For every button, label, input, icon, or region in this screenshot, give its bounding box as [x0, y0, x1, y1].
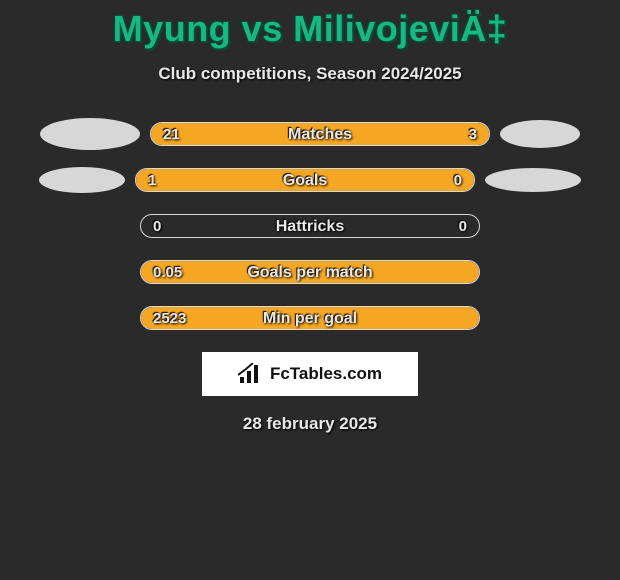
stat-label: Hattricks: [141, 215, 479, 238]
player-right-marker: [500, 120, 580, 148]
stat-row: 21Matches3: [0, 122, 620, 146]
stat-row: 0.05Goals per match: [0, 260, 620, 284]
stat-bar: 2523Min per goal: [140, 306, 480, 330]
stat-row: 0Hattricks0: [0, 214, 620, 238]
stat-label: Goals per match: [141, 261, 479, 284]
stat-bar: 0Hattricks0: [140, 214, 480, 238]
stat-row: 1Goals0: [0, 168, 620, 192]
player-left-marker: [39, 167, 125, 193]
stat-bar: 0.05Goals per match: [140, 260, 480, 284]
date-label: 28 february 2025: [0, 414, 620, 434]
stat-right-value: 0: [459, 215, 467, 238]
logo-box: FcTables.com: [202, 352, 418, 396]
stat-label: Matches: [151, 123, 489, 146]
page-title: Myung vs MilivojeviÄ‡: [0, 0, 620, 50]
logo-text: FcTables.com: [270, 364, 382, 384]
player-left-marker: [40, 118, 140, 150]
stat-bar: 1Goals0: [135, 168, 475, 192]
stat-label: Min per goal: [141, 307, 479, 330]
bar-chart-icon: [238, 363, 264, 385]
stat-label: Goals: [136, 169, 474, 192]
stat-right-value: 0: [454, 169, 462, 192]
stat-bar: 21Matches3: [150, 122, 490, 146]
stat-row: 2523Min per goal: [0, 306, 620, 330]
subtitle: Club competitions, Season 2024/2025: [0, 64, 620, 84]
player-right-marker: [485, 168, 581, 192]
stat-right-value: 3: [469, 123, 477, 146]
stats-container: 21Matches31Goals00Hattricks00.05Goals pe…: [0, 122, 620, 330]
